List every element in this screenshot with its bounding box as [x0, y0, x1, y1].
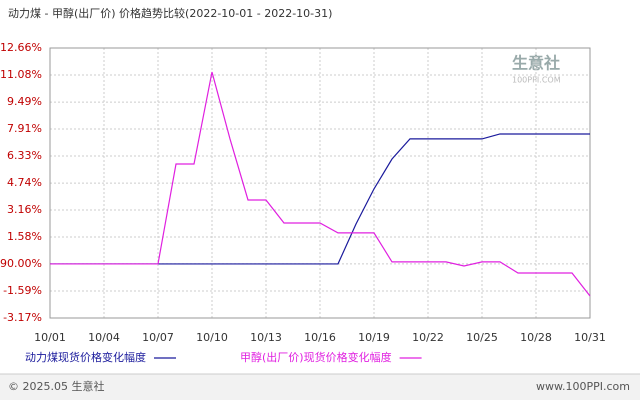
y-tick-label: -1.59% — [3, 284, 42, 297]
y-tick-label: 90.00% — [0, 257, 42, 270]
x-tick-label: 10/16 — [304, 331, 336, 344]
y-tick-label: 9.49% — [7, 95, 42, 108]
footer-copyright: © 2025.05 生意社 — [8, 379, 104, 393]
x-tick-label: 10/13 — [250, 331, 282, 344]
x-tick-label: 10/07 — [142, 331, 174, 344]
x-tick-label: 10/04 — [88, 331, 120, 344]
watermark-name: 生意社 — [512, 54, 560, 73]
y-tick-label: 6.33% — [7, 149, 42, 162]
y-tick-label: 7.91% — [7, 122, 42, 135]
x-tick-label: 10/31 — [574, 331, 606, 344]
y-tick-label: 1.58% — [7, 230, 42, 243]
x-tick-label: 10/01 — [34, 331, 66, 344]
y-tick-label: 11.08% — [0, 68, 42, 81]
y-tick-label: -3.17% — [3, 311, 42, 324]
y-tick-label: 12.66% — [0, 41, 42, 54]
footer-band — [0, 374, 640, 400]
x-tick-label: 10/19 — [358, 331, 390, 344]
x-tick-label: 10/28 — [520, 331, 552, 344]
x-tick-label: 10/22 — [412, 331, 444, 344]
x-tick-label: 10/25 — [466, 331, 498, 344]
series-line — [50, 71, 591, 297]
x-tick-label: 10/10 — [196, 331, 228, 344]
legend-label: 甲醇(出厂价)现货价格变化幅度 — [240, 350, 392, 364]
y-tick-label: 3.16% — [7, 203, 42, 216]
legend-label: 动力煤现货价格变化幅度 — [25, 350, 146, 364]
y-tick-label: 4.74% — [7, 176, 42, 189]
chart-title: 动力煤 - 甲醇(出厂价) 价格趋势比较(2022-10-01 - 2022-1… — [8, 6, 332, 20]
plot-frame — [49, 47, 591, 319]
footer-site: www.100PPI.com — [536, 380, 630, 393]
